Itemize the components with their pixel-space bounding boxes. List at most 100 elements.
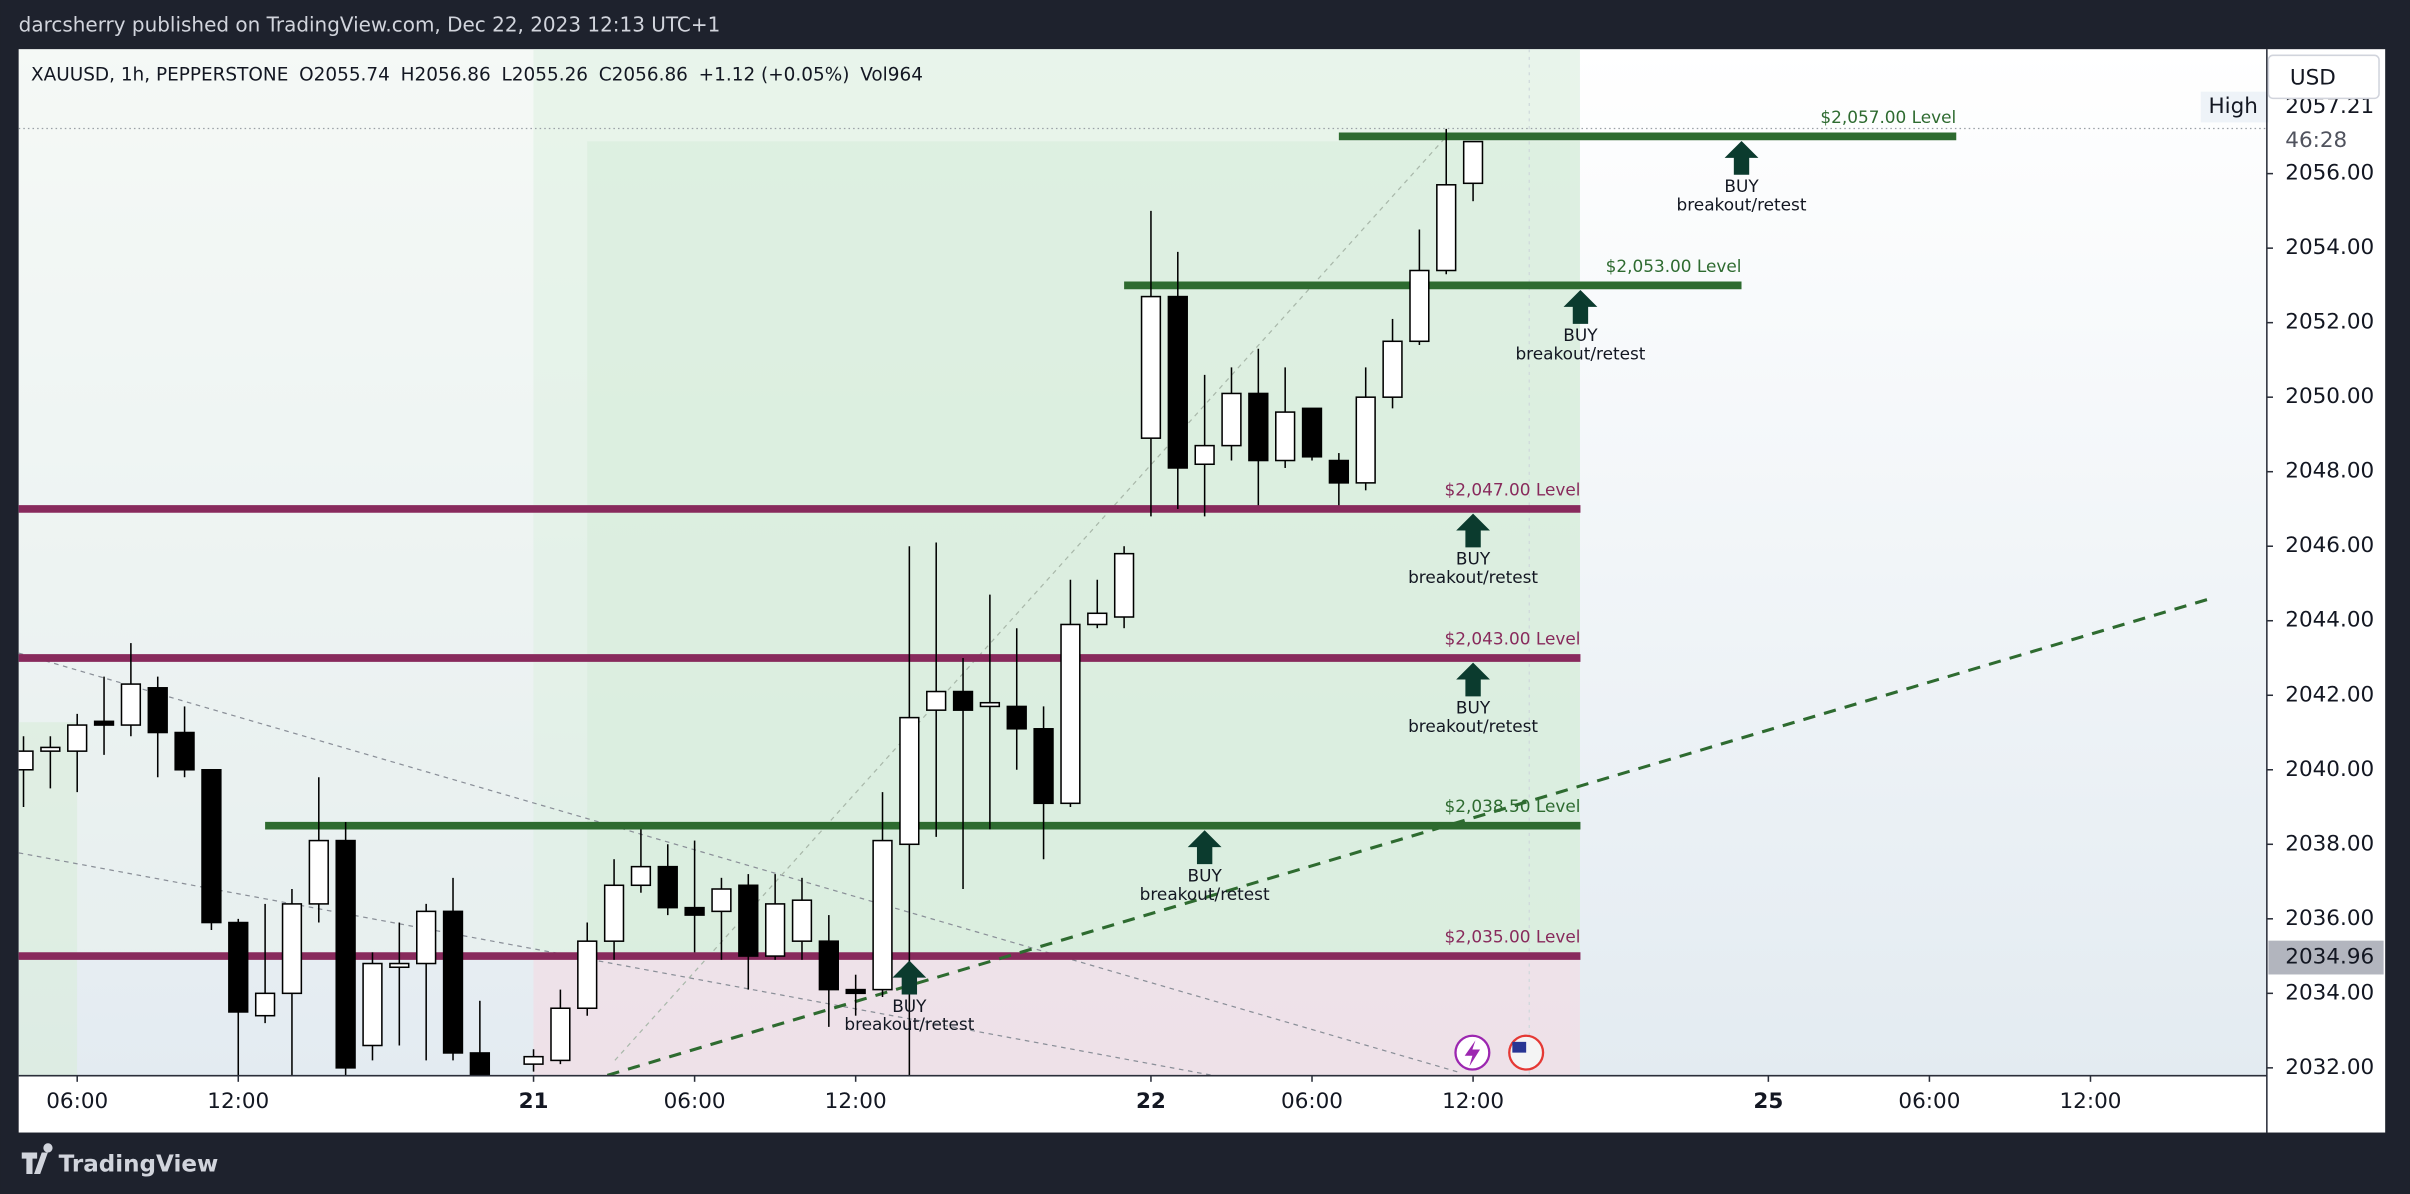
candle-body bbox=[764, 903, 786, 957]
candle-body bbox=[926, 690, 947, 711]
legend-change: +1.12 (+0.05%) bbox=[699, 64, 850, 85]
y-tick-label: 2056.00 bbox=[2285, 161, 2374, 186]
trend-guide bbox=[18, 652, 1461, 1074]
buy-arrow bbox=[1724, 140, 1759, 175]
level-label: $2,038.50 Level bbox=[1445, 796, 1581, 816]
drawings bbox=[18, 49, 1580, 1076]
high-tag bbox=[2200, 91, 2269, 123]
signal-subtext: breakout/retest bbox=[844, 1014, 974, 1034]
legend-close: C2056.86 bbox=[599, 64, 688, 85]
legend-symbol: XAUUSD, 1h, PEPPERSTONE bbox=[31, 64, 288, 85]
ohlc-legend: XAUUSD, 1h, PEPPERSTONE O2055.74 H2056.86 L… bbox=[31, 64, 923, 85]
x-tick-label: 21 bbox=[519, 1089, 549, 1114]
candle-body bbox=[147, 687, 168, 734]
candle-body bbox=[67, 724, 88, 752]
candle-body bbox=[684, 906, 705, 916]
candle-body bbox=[711, 888, 732, 913]
candle-body bbox=[1033, 728, 1054, 805]
y-tick-label: 2052.00 bbox=[2285, 310, 2374, 335]
y-tick-label: 2040.00 bbox=[2285, 757, 2374, 782]
y-tick-label: 2042.00 bbox=[2285, 682, 2374, 707]
y-tick-label: 2036.00 bbox=[2285, 906, 2374, 931]
candle-body bbox=[1328, 459, 1350, 484]
x-tick-label: 06:00 bbox=[46, 1089, 108, 1114]
buy-arrow bbox=[892, 960, 927, 995]
signal-subtext: breakout/retest bbox=[1408, 716, 1538, 736]
candle-body bbox=[979, 701, 1001, 708]
signal-subtext: breakout/retest bbox=[1140, 884, 1270, 904]
x-tick-label: 22 bbox=[1136, 1089, 1166, 1114]
candle-body bbox=[1221, 392, 1242, 447]
zone bbox=[533, 955, 1580, 1076]
x-tick-label: 06:00 bbox=[1281, 1089, 1343, 1114]
candle-body bbox=[657, 865, 678, 909]
signal-text: BUY bbox=[1456, 698, 1491, 718]
signal-subtext: breakout/retest bbox=[1515, 344, 1645, 364]
level-label: $2,053.00 Level bbox=[1606, 256, 1742, 276]
level-label: $2,057.00 Level bbox=[1820, 107, 1956, 127]
candle-body bbox=[738, 884, 759, 957]
candle-body bbox=[18, 750, 34, 771]
candle-body bbox=[1113, 552, 1135, 618]
x-tick-label: 12:00 bbox=[825, 1089, 887, 1114]
candle-body bbox=[550, 1007, 571, 1062]
currency-button[interactable] bbox=[2267, 54, 2380, 100]
legend-low: L2055.26 bbox=[502, 64, 589, 85]
candle-body bbox=[442, 910, 464, 1054]
y-tick-label: 2046.00 bbox=[2285, 533, 2374, 558]
candle-body bbox=[1301, 407, 1323, 458]
candle-body bbox=[40, 746, 61, 752]
zone bbox=[18, 722, 78, 1076]
y-tick-label: 2034.00 bbox=[2285, 980, 2374, 1005]
lightning-icon bbox=[1464, 1040, 1481, 1067]
x-tick-label: 12:00 bbox=[207, 1089, 269, 1114]
signal-text: BUY bbox=[892, 996, 927, 1016]
candle-body bbox=[174, 731, 195, 771]
brand: TradingView bbox=[59, 1151, 219, 1177]
currency: USD bbox=[2290, 65, 2336, 90]
candle-body bbox=[1060, 623, 1081, 805]
candle-body bbox=[281, 903, 303, 995]
candle-body bbox=[899, 716, 920, 846]
legend-volume: Vol964 bbox=[860, 64, 923, 85]
y-tick-label: 2032.00 bbox=[2285, 1055, 2374, 1080]
candle-body bbox=[791, 899, 813, 942]
x-tick-label: 25 bbox=[1753, 1089, 1783, 1114]
y-tick-label: 2044.00 bbox=[2285, 608, 2374, 633]
signal-text: BUY bbox=[1724, 176, 1759, 196]
candle-body bbox=[389, 962, 410, 969]
high-label: High bbox=[2208, 94, 2257, 119]
candle-body bbox=[1409, 269, 1430, 343]
candle-body bbox=[577, 940, 598, 1010]
candle-body bbox=[362, 962, 383, 1047]
candle-body bbox=[335, 839, 356, 1069]
countdown: 46:28 bbox=[2285, 128, 2347, 153]
candle-body bbox=[845, 988, 866, 995]
candle-body bbox=[93, 720, 115, 726]
candle-body bbox=[1436, 184, 1457, 272]
candle-body bbox=[1087, 612, 1108, 626]
candle-body bbox=[1167, 295, 1188, 469]
x-tick-label: 06:00 bbox=[1898, 1089, 1960, 1114]
overlay: XAUUSD, 1h, PEPPERSTONE O2055.74 H2056.86 L… bbox=[31, 64, 2384, 1114]
candle-body bbox=[1462, 140, 1484, 185]
candle-body bbox=[308, 839, 329, 905]
candle-body bbox=[1140, 295, 1162, 439]
level-label: $2,047.00 Level bbox=[1445, 480, 1581, 500]
zone bbox=[587, 141, 1580, 956]
series bbox=[18, 127, 2267, 1076]
candle-body bbox=[1382, 340, 1403, 398]
candle-body bbox=[1275, 411, 1296, 462]
candle-body bbox=[630, 865, 652, 887]
level-label: $2,043.00 Level bbox=[1445, 629, 1581, 649]
x-tick-label: 12:00 bbox=[2059, 1089, 2121, 1114]
signal-text: BUY bbox=[1456, 549, 1491, 569]
signal-text: BUY bbox=[1563, 325, 1598, 345]
candle-body bbox=[523, 1055, 544, 1065]
logo-mark bbox=[21, 1143, 53, 1175]
signal-text: BUY bbox=[1187, 865, 1222, 885]
last-price-tag bbox=[2268, 940, 2384, 975]
candle-body bbox=[120, 683, 142, 726]
